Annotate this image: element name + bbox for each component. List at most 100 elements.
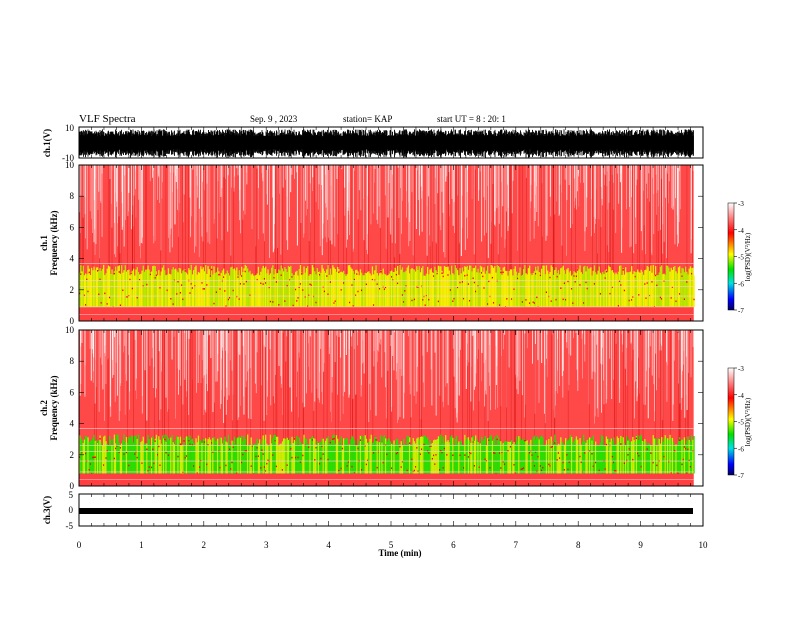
spectrogram-lowband	[263, 268, 266, 307]
spectrogram-lowband	[328, 274, 330, 307]
spectrogram-lowband-speck	[193, 465, 195, 467]
spectrogram-lowband	[669, 434, 671, 474]
spectrogram-lowband-speck	[493, 302, 495, 304]
ch1-ytick-bottom: -10	[62, 153, 74, 163]
spectrogram-lowband-speck	[416, 447, 418, 449]
spectrogram-lowband	[195, 265, 197, 307]
spectrogram-lowband	[656, 445, 658, 474]
spectrogram-lowband	[130, 271, 132, 307]
spectrogram-lowband-speck	[323, 290, 326, 293]
spectrogram-lowband	[241, 435, 243, 474]
spectrogram-lowband	[379, 273, 381, 307]
spectrogram-lowband-speck	[380, 271, 382, 273]
spectrogram-lowband	[585, 271, 587, 307]
spectrogram-lowband	[107, 265, 110, 307]
spectrogram-lowband	[451, 265, 453, 307]
spectrogram-lowband-speck	[692, 450, 694, 453]
spectrogram-lowband-speck	[238, 298, 240, 300]
spectrogram-lowband	[177, 272, 179, 307]
spectrogram-lowband-speck	[262, 283, 264, 285]
spectrogram-lowband	[577, 268, 579, 307]
spectrogram-lowband	[260, 271, 262, 307]
spectrogram-lowband-speck	[549, 465, 551, 467]
spectrogram-lowband-speck	[634, 275, 636, 278]
spectrogram-lowband	[338, 441, 340, 474]
spectrogram-lowband	[388, 438, 390, 474]
spectrogram-lowband	[83, 439, 86, 474]
spectrogram-lowband	[406, 267, 408, 307]
spectrogram-lowband	[219, 437, 221, 474]
spectrogram-lowband	[677, 267, 680, 307]
spectrogram-lowband	[524, 265, 526, 307]
spectrogram-lowband	[422, 436, 424, 474]
spectrogram-lowband	[163, 438, 165, 474]
ch2-colorbar-gradient	[727, 367, 735, 476]
spectrogram-lowband-speck	[356, 273, 358, 275]
spectrogram-lowband	[145, 269, 147, 307]
spectrogram-lowband	[643, 441, 645, 474]
spectrogram-lowband	[257, 443, 260, 474]
spectrogram-lowband-speck	[142, 285, 144, 287]
spectrogram-lowband	[423, 435, 425, 474]
spectrogram-lowband-speck	[263, 278, 266, 280]
colorbar-tick-label: -4	[738, 227, 744, 235]
spectrogram-lowband	[338, 268, 340, 307]
spectrogram-lowband-speck	[149, 273, 152, 276]
spectrogram-lowband	[424, 275, 426, 307]
spectrogram-lowband	[580, 272, 582, 307]
ch1-colorbar-ticks: -3 -4 -5 -6 -7	[734, 200, 744, 315]
spectrogram-lowband-speck	[184, 457, 186, 459]
spectrogram-lowband	[421, 436, 423, 474]
spectrogram-lowband	[461, 267, 464, 307]
spectrogram-lowband	[424, 435, 426, 474]
spectrogram-lowband	[496, 265, 498, 307]
spectrogram-lowband-speck	[272, 301, 274, 303]
spectrogram-lowband	[352, 270, 354, 307]
spectrogram-lowband	[633, 439, 635, 474]
spectrogram-lowband	[376, 441, 378, 474]
spectrogram-lowband	[661, 436, 663, 474]
spectrogram-lowband	[308, 275, 310, 307]
spectrogram-lowband	[269, 434, 272, 474]
spectrogram-lowband-speck	[332, 438, 334, 441]
spectrogram-lowband	[136, 267, 138, 307]
spectrogram-lowband	[277, 273, 279, 307]
spectrogram-lowband	[688, 439, 690, 474]
spectrogram-lowband-speck	[545, 291, 548, 293]
spectrogram-lowband	[644, 439, 646, 474]
spectrogram-lowband	[233, 268, 236, 307]
spectrogram-lowband-speck	[535, 272, 537, 275]
spectrogram-lowband	[301, 272, 303, 307]
spectrogram-lowband	[430, 443, 432, 474]
spectrogram-lowband	[160, 271, 162, 307]
spectrogram-lowband	[563, 270, 566, 307]
spectrogram-lowband	[513, 268, 515, 307]
spectrogram-lowband-speck	[232, 446, 234, 448]
spectrogram-lowband	[495, 444, 497, 474]
spectrogram-lowband	[272, 438, 274, 474]
spectrogram-lowband	[653, 275, 656, 307]
spectrogram-lowband-speck	[440, 450, 442, 452]
spectrogram-lowband-speck	[435, 454, 437, 456]
spectrogram-lowband-speck	[637, 452, 639, 455]
spectrogram-lowband-speck	[513, 463, 515, 466]
spectrogram-lowband-speck	[430, 445, 432, 447]
spectrogram-lowband	[505, 270, 507, 307]
spectrogram-lowband	[201, 442, 203, 474]
spectrogram-lowband	[298, 437, 300, 474]
spectrogram-lowband	[571, 275, 573, 307]
spectrogram-lowband	[473, 440, 476, 474]
colorbar-tick-label: -3	[738, 200, 744, 208]
spectrogram-lowband	[639, 435, 641, 474]
spectrogram-lowband	[370, 275, 372, 307]
spectrogram-lowband-speck	[472, 441, 474, 443]
spectrogram-lowband-speck	[355, 294, 357, 297]
spectrogram-lowband	[472, 268, 474, 307]
spectrogram-lowband-speck	[341, 447, 344, 450]
spectrogram-lowband	[667, 438, 669, 474]
spectrogram-lowband	[359, 269, 362, 307]
spectrogram-lowband-speck	[375, 439, 377, 441]
spectrogram-lowband	[225, 441, 227, 474]
spectrogram-lowband	[415, 271, 417, 307]
ch1-colorbar: -3 -4 -5 -6 -7 log(PSD)(V²/Hz)	[727, 200, 752, 315]
